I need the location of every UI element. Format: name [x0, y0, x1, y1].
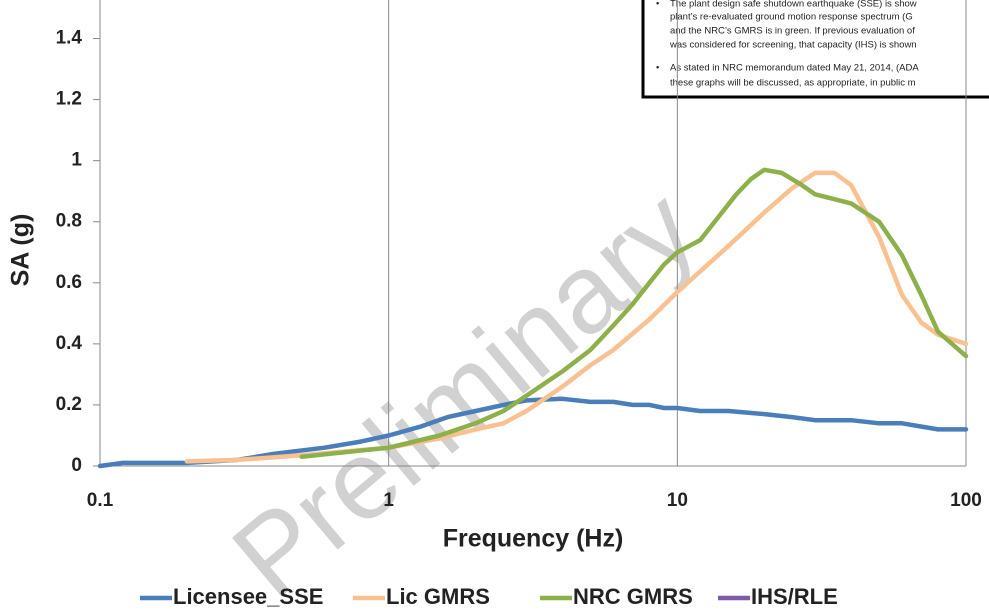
- note-line: these graphs will be discussed, as appro…: [670, 78, 916, 89]
- legend-label: Lic GMRS: [386, 584, 490, 609]
- note-line: plant’s re-evaluated ground motion respo…: [670, 12, 913, 23]
- y-axis-label: SA (g): [7, 214, 35, 287]
- note-line: As stated in NRC memorandum dated May 21…: [670, 63, 919, 74]
- x-axis-label: Frequency (Hz): [443, 525, 624, 553]
- x-tick-label: 10: [667, 490, 688, 511]
- y-tick-label: 0.4: [56, 333, 83, 354]
- note-line: was considered for screening, that capac…: [669, 40, 917, 51]
- x-tick-label: 100: [950, 490, 982, 511]
- bullet: •: [656, 63, 659, 74]
- y-tick-label: 1: [71, 150, 82, 171]
- series-line: [97, 396, 969, 469]
- series-line: [184, 170, 969, 464]
- y-tick-label: 1.2: [56, 89, 82, 110]
- x-tick-label: 0.1: [87, 490, 114, 511]
- legend-label: IHS/RLE: [751, 584, 838, 609]
- bullet: •: [656, 0, 659, 10]
- legend-label: NRC GMRS: [573, 584, 693, 609]
- y-tick-label: 0.8: [56, 211, 82, 232]
- notes-frame: [641, 0, 989, 99]
- x-tick-label: 1: [383, 490, 394, 511]
- y-tick-label: 0: [71, 455, 82, 476]
- series-line: [299, 167, 969, 460]
- y-tick-label: 1.4: [56, 28, 83, 49]
- y-tick-label: 0.6: [56, 272, 82, 293]
- note-line: and the NRC’s GMRS is in green. If previ…: [670, 26, 915, 37]
- y-tick-label: 0.2: [56, 394, 82, 415]
- legend-label: Licensee_SSE: [173, 584, 323, 609]
- note-line: The plant design safe shutdown earthquak…: [670, 0, 917, 10]
- notes-box: • • The plant design safe shutdown earth…: [641, 0, 989, 99]
